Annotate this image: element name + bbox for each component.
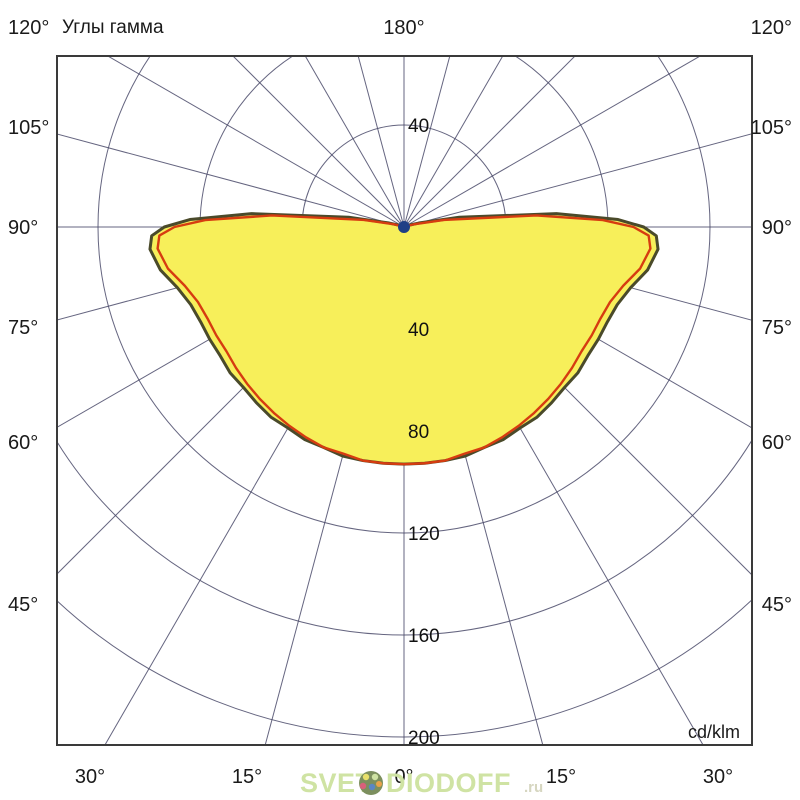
angle-label-bottom: 30° (75, 766, 105, 788)
watermark-dot-icon (359, 771, 383, 795)
angle-label-left: 90° (8, 217, 38, 239)
watermark-logo: SVET DIODOFF .ru (300, 768, 543, 798)
angle-label-bottom: 30° (703, 766, 733, 788)
angular-scale-labels: 120° 105° 90° 75° 60° 45° 120° 105° 90° 75° 60° 45°… (8, 17, 792, 788)
angle-label-left: 120° (8, 17, 49, 39)
radial-tick-label: 40 (408, 320, 429, 341)
radial-tick-label: 80 (408, 422, 429, 443)
angle-label-bottom: 15° (546, 766, 576, 788)
radial-scale-labels: 40 40 80 120 160 200 (408, 116, 440, 749)
angle-label-bottom: 15° (232, 766, 262, 788)
angle-label-left: 60° (8, 432, 38, 454)
chart-title: Углы гамма (62, 17, 164, 38)
watermark-tld: .ru (524, 779, 543, 796)
distribution-fill (149, 213, 659, 465)
angle-label-right: 60° (762, 432, 792, 454)
radial-tick-label: 120 (408, 524, 440, 545)
angle-label-left: 105° (8, 117, 49, 139)
angle-label-left: 75° (8, 317, 38, 339)
angle-label-right: 90° (762, 217, 792, 239)
angle-label-top: 180° (383, 17, 424, 39)
radial-tick-label: 160 (408, 626, 440, 647)
units-label: cd/klm (688, 722, 740, 742)
radial-tick-label: 40 (408, 116, 429, 137)
angle-label-right: 75° (762, 317, 792, 339)
radial-tick-label: 200 (408, 728, 440, 749)
angle-label-bottom: 0° (394, 766, 413, 788)
pole-origin-marker (398, 221, 410, 233)
angle-label-right: 120° (751, 17, 792, 39)
watermark-diodoff: DIODOFF (386, 768, 511, 798)
chart-frame (56, 55, 753, 746)
angle-label-left: 45° (8, 594, 38, 616)
angle-label-right: 45° (762, 594, 792, 616)
angle-label-right: 105° (751, 117, 792, 139)
distribution-outline-c90 (156, 214, 652, 466)
